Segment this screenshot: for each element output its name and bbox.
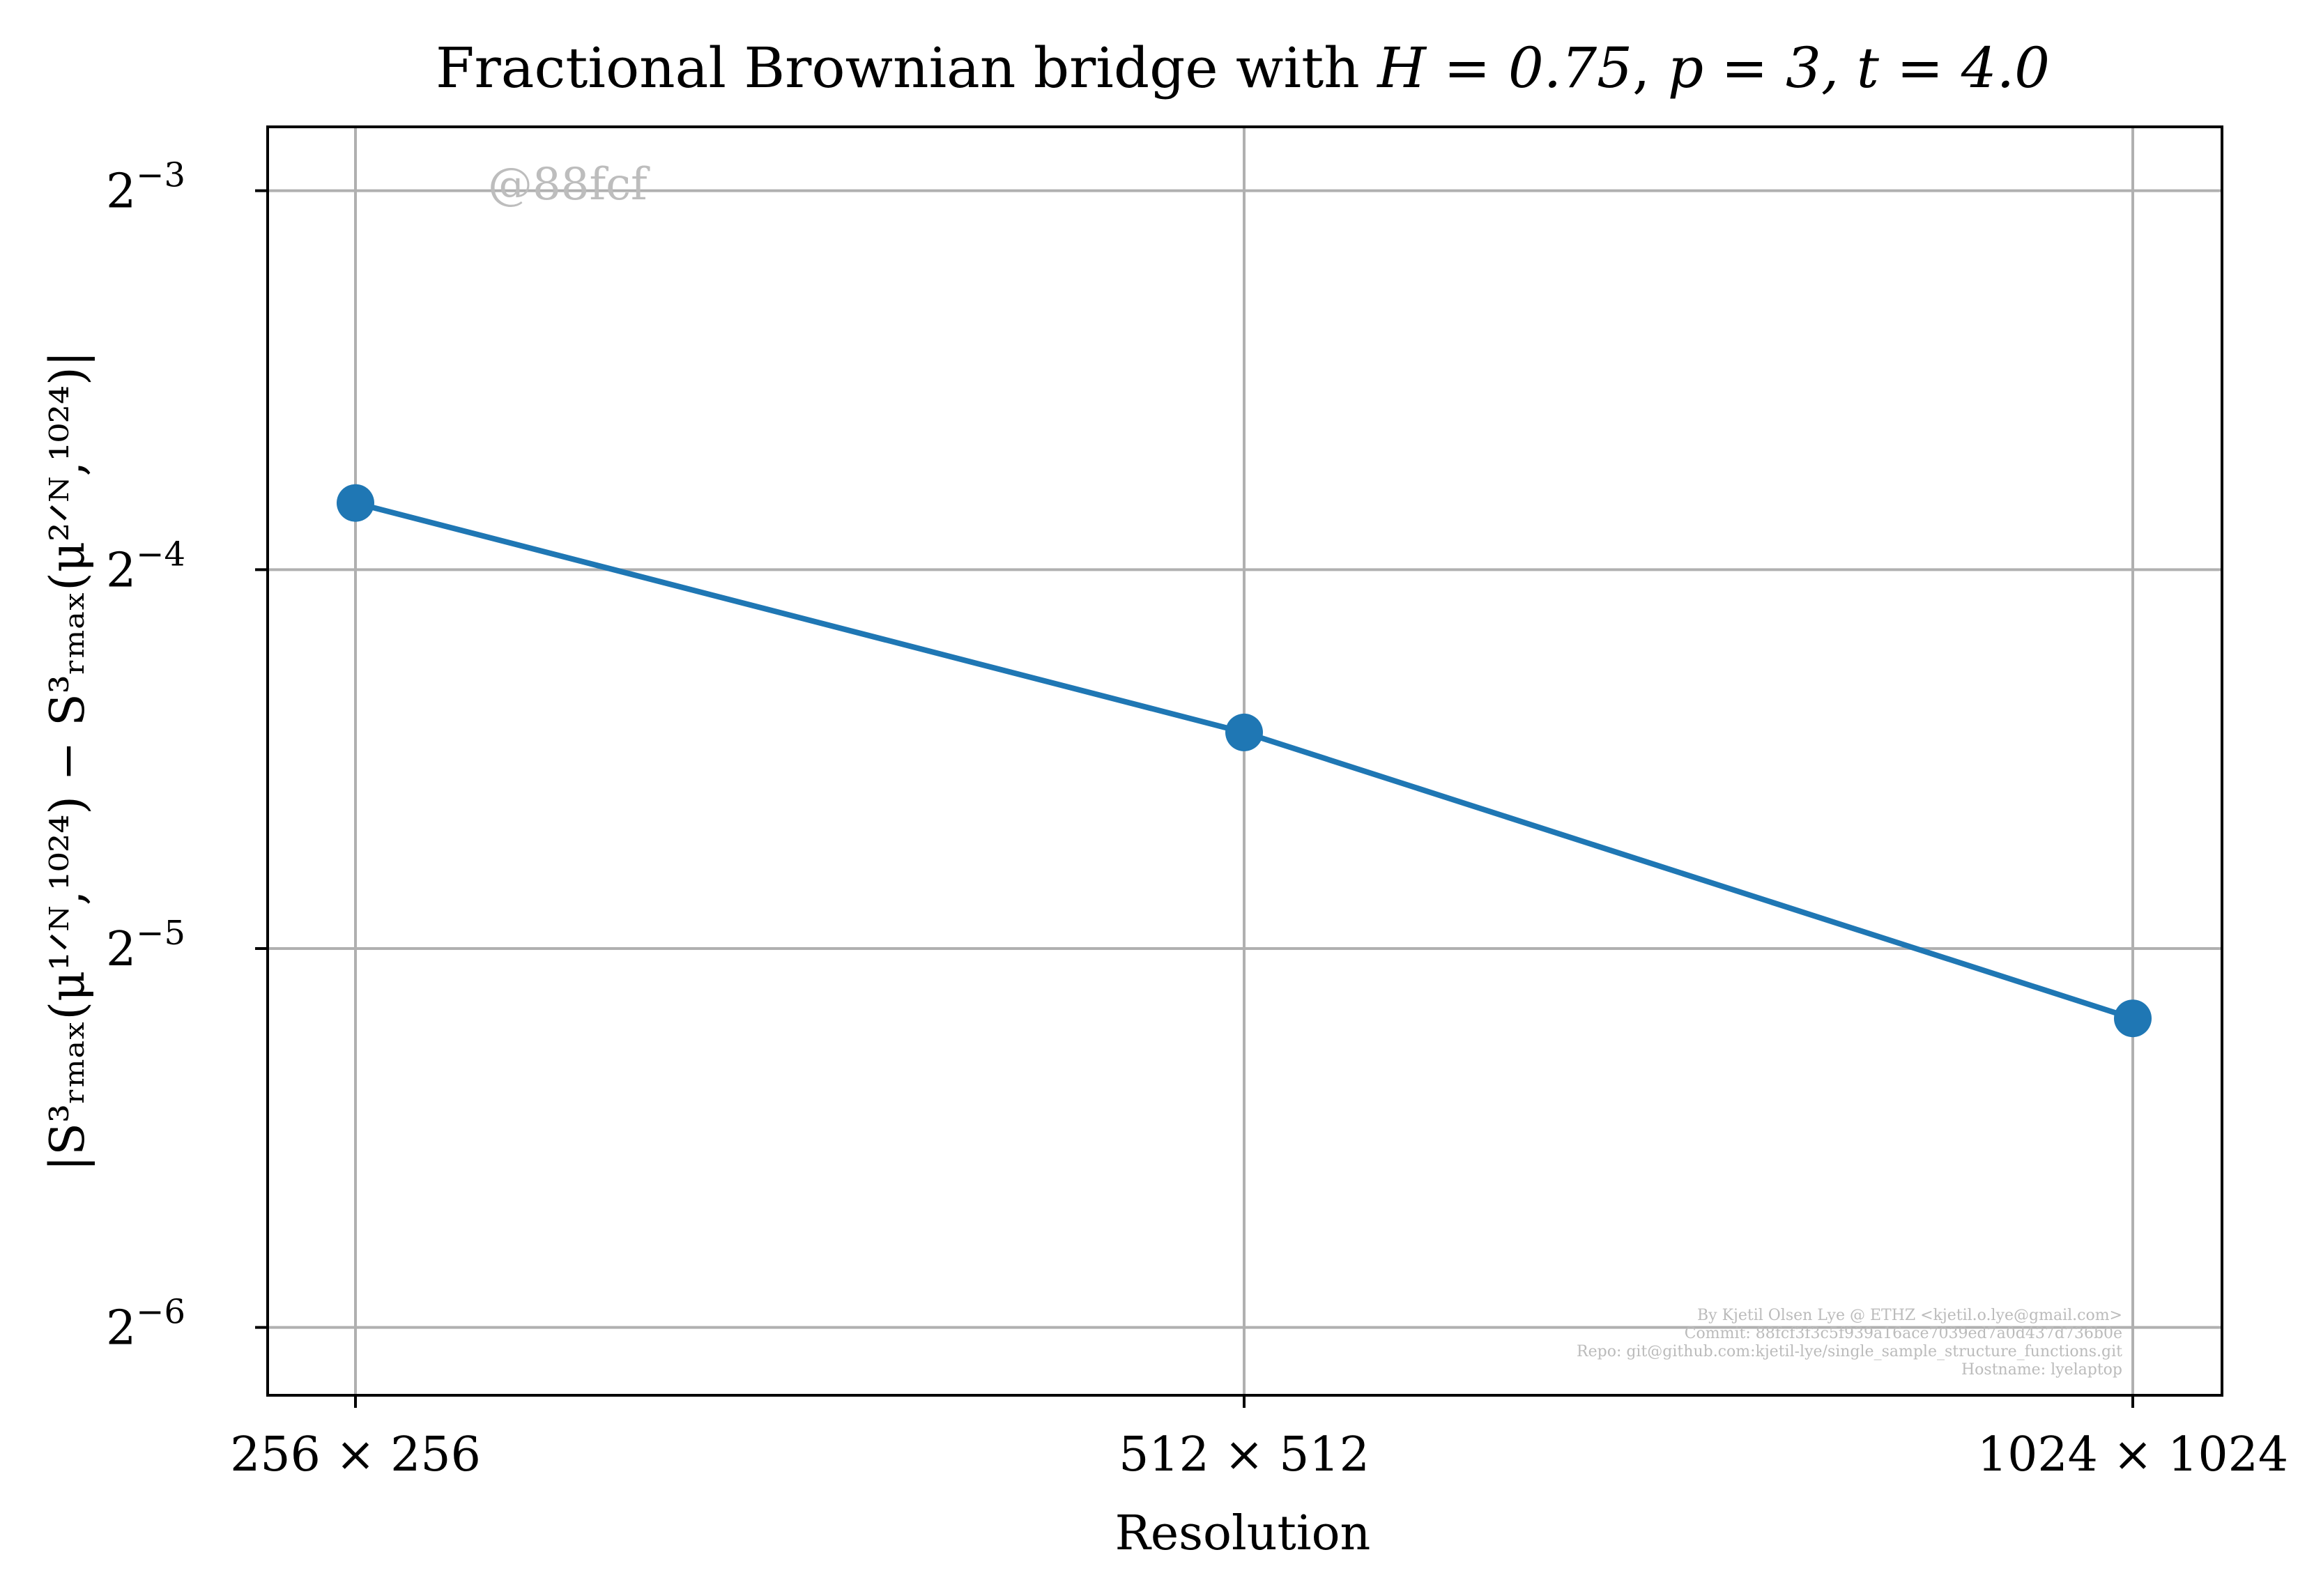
x-axis-label: Resolution (1115, 1506, 1371, 1561)
y-tick-exponent: −6 (136, 1293, 185, 1332)
y-tick-label: 2−4 (106, 535, 185, 598)
credits-block: By Kjetil Olsen Lye @ ETHZ <kjetil.o.lye… (1577, 1307, 2122, 1379)
x-tick-label: 512 × 512 (1119, 1427, 1370, 1482)
chart-title-separator: , (1632, 36, 1668, 100)
y-tick-exponent: −5 (136, 914, 185, 953)
data-point (337, 484, 374, 522)
credit-line: Hostname: lyelaptop (1961, 1361, 2122, 1379)
watermark-text: @88fcf (488, 159, 650, 210)
chart-title-math-h: H = 0.75 (1376, 36, 1632, 100)
credit-line: Repo: git@github.com:kjetil-lye/single_s… (1577, 1343, 2122, 1360)
y-tick-label: 2−5 (106, 914, 185, 977)
x-tick-label: 1024 × 1024 (1977, 1427, 2288, 1482)
x-tick-label: 256 × 256 (230, 1427, 481, 1482)
chart-title-math-pt: p = 3, t = 4.0 (1668, 36, 2050, 100)
credit-line: By Kjetil Olsen Lye @ ETHZ <kjetil.o.lye… (1697, 1307, 2122, 1324)
y-tick-label: 2−3 (106, 156, 185, 220)
chart-title-text: Fractional Brownian bridge with (436, 36, 1377, 100)
axis-ticks: 256 × 256 512 × 512 1024 × 1024 2−3 2−4 2−5 2−… (106, 156, 2288, 1482)
chart-title: Fractional Brownian bridge with H = 0.75… (436, 36, 2050, 100)
data-point (2114, 999, 2152, 1038)
series-layer (337, 484, 2152, 1038)
y-tick-exponent: −3 (136, 156, 185, 195)
y-tick-label: 2−6 (106, 1293, 185, 1356)
credit-line: Commit: 88fcf3f3c5f939a16ace7039ed7a0d43… (1685, 1325, 2122, 1342)
y-tick-exponent: −4 (136, 535, 185, 574)
grid (268, 127, 2222, 1395)
y-axis-label: |S³ᵣₘₐₓ(μ¹ᐟᴺ,¹⁰²⁴) − S³ᵣₘₐₓ(μ²ᐟᴺ,¹⁰²⁴)| (40, 351, 95, 1171)
data-point (1225, 713, 1263, 751)
